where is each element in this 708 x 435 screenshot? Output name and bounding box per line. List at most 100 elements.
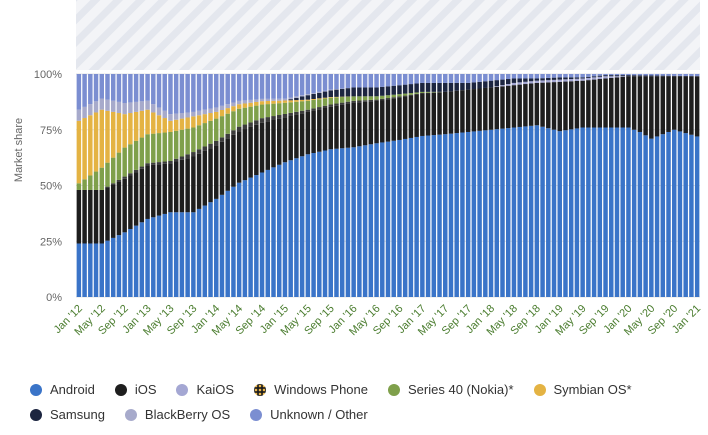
bar-segment[interactable] bbox=[649, 138, 654, 297]
bar-segment[interactable] bbox=[88, 74, 93, 105]
bar-segment[interactable] bbox=[110, 74, 116, 101]
bar-segment[interactable] bbox=[219, 105, 225, 111]
bar-segment[interactable] bbox=[236, 126, 242, 132]
bar-segment[interactable] bbox=[196, 125, 202, 150]
bar-segment[interactable] bbox=[105, 186, 110, 188]
bar-segment[interactable] bbox=[93, 74, 99, 102]
bar-segment[interactable] bbox=[248, 177, 253, 297]
bar-segment[interactable] bbox=[173, 158, 179, 162]
month-bar[interactable] bbox=[368, 74, 374, 297]
bar-segment[interactable] bbox=[443, 91, 448, 135]
bar-segment[interactable] bbox=[437, 92, 442, 135]
bar-segment[interactable] bbox=[173, 212, 179, 297]
bar-segment[interactable] bbox=[311, 153, 316, 297]
bar-segment[interactable] bbox=[672, 76, 677, 130]
bar-segment[interactable] bbox=[511, 85, 517, 128]
legend-item[interactable]: Series 40 (Nokia)* bbox=[388, 380, 514, 399]
bar-segment[interactable] bbox=[196, 208, 202, 297]
bar-segment[interactable] bbox=[631, 75, 637, 77]
bar-segment[interactable] bbox=[431, 92, 437, 136]
bar-segment[interactable] bbox=[294, 96, 299, 98]
bar-segment[interactable] bbox=[368, 74, 374, 88]
bar-segment[interactable] bbox=[156, 115, 162, 134]
bar-segment[interactable] bbox=[311, 110, 316, 154]
bar-segment[interactable] bbox=[649, 75, 654, 77]
month-bar[interactable] bbox=[196, 74, 202, 297]
bar-segment[interactable] bbox=[88, 243, 93, 297]
month-bar[interactable] bbox=[643, 74, 648, 297]
bar-segment[interactable] bbox=[116, 181, 122, 236]
bar-segment[interactable] bbox=[488, 87, 494, 130]
bar-segment[interactable] bbox=[357, 102, 362, 147]
bar-segment[interactable] bbox=[93, 112, 99, 172]
month-bar[interactable] bbox=[133, 74, 139, 297]
month-bar[interactable] bbox=[408, 74, 414, 297]
month-bar[interactable] bbox=[362, 74, 368, 297]
bar-segment[interactable] bbox=[122, 147, 127, 177]
bar-segment[interactable] bbox=[225, 138, 230, 191]
bar-segment[interactable] bbox=[603, 75, 608, 77]
bar-segment[interactable] bbox=[173, 74, 179, 114]
bar-segment[interactable] bbox=[614, 77, 620, 128]
bar-segment[interactable] bbox=[133, 111, 139, 141]
bar-segment[interactable] bbox=[483, 130, 488, 297]
month-bar[interactable] bbox=[185, 74, 190, 297]
bar-segment[interactable] bbox=[580, 80, 585, 128]
bar-segment[interactable] bbox=[179, 113, 185, 119]
month-bar[interactable] bbox=[694, 74, 700, 297]
bar-segment[interactable] bbox=[208, 113, 213, 121]
month-bar[interactable] bbox=[345, 74, 351, 297]
bar-segment[interactable] bbox=[254, 74, 259, 100]
bar-segment[interactable] bbox=[339, 104, 345, 149]
bar-segment[interactable] bbox=[93, 101, 99, 113]
bar-segment[interactable] bbox=[637, 75, 643, 77]
bar-segment[interactable] bbox=[76, 109, 82, 121]
bar-segment[interactable] bbox=[271, 116, 276, 120]
bar-segment[interactable] bbox=[609, 75, 614, 77]
month-bar[interactable] bbox=[311, 74, 316, 297]
bar-segment[interactable] bbox=[666, 76, 671, 132]
bar-segment[interactable] bbox=[191, 156, 196, 213]
bar-segment[interactable] bbox=[82, 179, 87, 190]
bar-segment[interactable] bbox=[563, 74, 568, 78]
legend-item[interactable]: KaiOS bbox=[176, 380, 234, 399]
month-bar[interactable] bbox=[683, 74, 688, 297]
bar-segment[interactable] bbox=[620, 127, 625, 298]
month-bar[interactable] bbox=[666, 74, 671, 297]
bar-segment[interactable] bbox=[185, 112, 190, 118]
legend-item[interactable]: Samsung bbox=[30, 405, 105, 424]
bar-segment[interactable] bbox=[208, 120, 213, 144]
bar-segment[interactable] bbox=[505, 74, 511, 80]
bar-segment[interactable] bbox=[380, 98, 385, 101]
month-bar[interactable] bbox=[603, 74, 608, 298]
bar-segment[interactable] bbox=[465, 74, 471, 83]
bar-segment[interactable] bbox=[328, 104, 333, 107]
bar-segment[interactable] bbox=[345, 88, 351, 97]
bar-segment[interactable] bbox=[609, 74, 614, 76]
bar-segment[interactable] bbox=[660, 75, 666, 77]
bar-segment[interactable] bbox=[248, 106, 253, 123]
month-bar[interactable] bbox=[637, 74, 643, 297]
bar-segment[interactable] bbox=[317, 74, 322, 92]
bar-segment[interactable] bbox=[162, 213, 167, 297]
bar-segment[interactable] bbox=[345, 101, 351, 104]
month-bar[interactable] bbox=[248, 74, 253, 297]
bar-segment[interactable] bbox=[110, 111, 116, 158]
bar-segment[interactable] bbox=[580, 74, 585, 78]
bar-segment[interactable] bbox=[339, 97, 345, 103]
bar-segment[interactable] bbox=[196, 153, 202, 209]
bar-segment[interactable] bbox=[236, 104, 242, 109]
bar-segment[interactable] bbox=[294, 111, 299, 115]
month-bar[interactable] bbox=[236, 74, 242, 297]
month-bar[interactable] bbox=[546, 74, 551, 297]
bar-segment[interactable] bbox=[277, 74, 282, 99]
bar-segment[interactable] bbox=[116, 179, 122, 182]
bar-segment[interactable] bbox=[397, 94, 402, 97]
bar-segment[interactable] bbox=[568, 129, 574, 297]
bar-segment[interactable] bbox=[385, 86, 391, 96]
bar-segment[interactable] bbox=[128, 173, 133, 176]
bar-segment[interactable] bbox=[443, 74, 448, 83]
month-bar[interactable] bbox=[397, 74, 402, 297]
month-bar[interactable] bbox=[471, 74, 477, 297]
month-bar[interactable] bbox=[242, 74, 248, 297]
